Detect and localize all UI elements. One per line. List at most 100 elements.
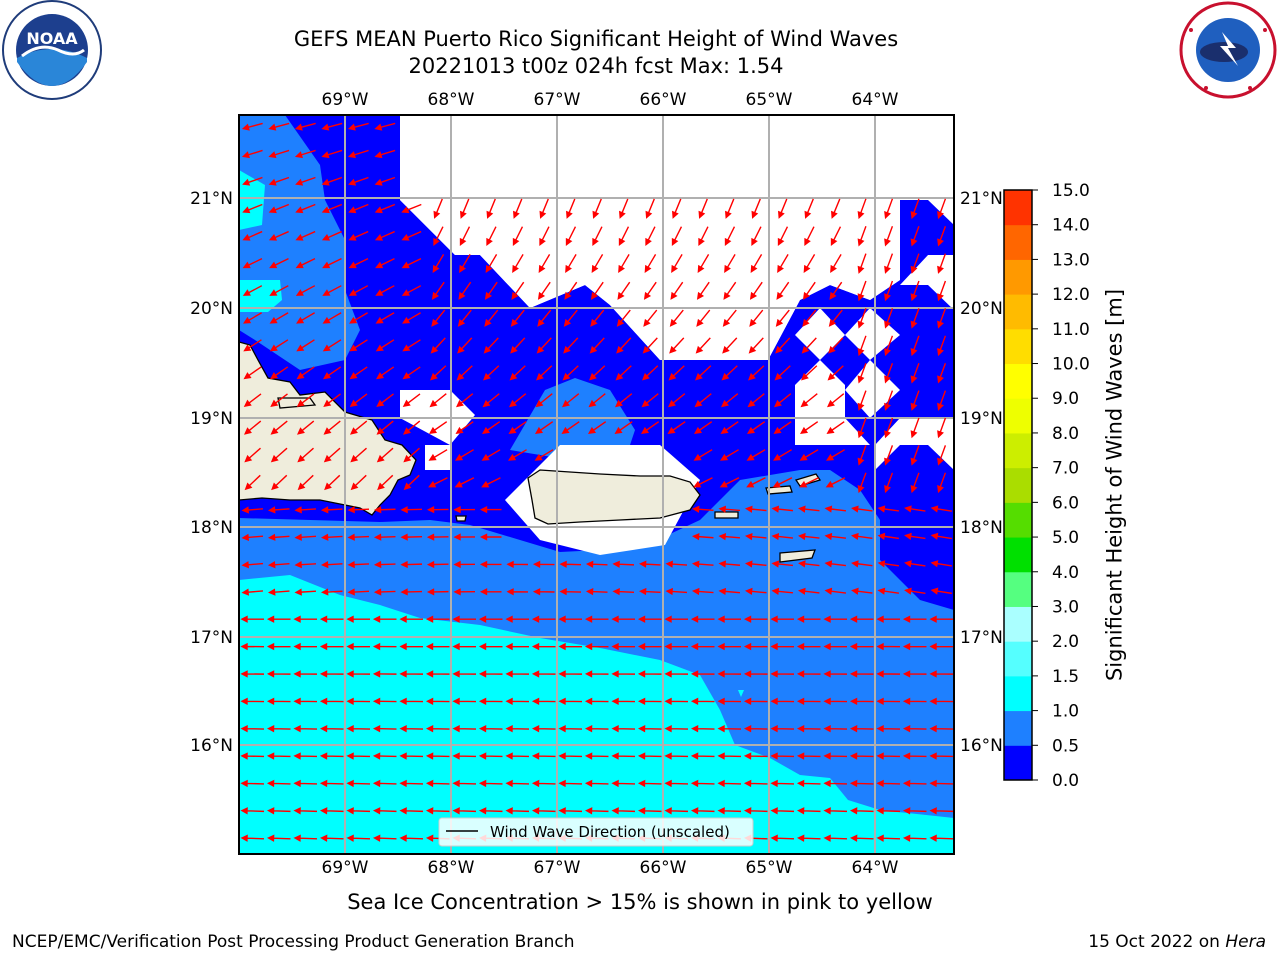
wind-wave-arrow xyxy=(696,281,710,300)
wind-wave-arrow xyxy=(321,176,343,186)
colorbar-segment xyxy=(1004,259,1032,295)
wind-wave-arrow xyxy=(777,254,789,273)
wind-wave-arrow xyxy=(505,615,530,623)
wind-wave-arrow xyxy=(771,532,794,541)
wind-wave-arrow xyxy=(590,281,604,300)
wind-wave-arrow xyxy=(425,807,450,815)
wind-wave-arrow xyxy=(910,472,920,494)
wind-wave-arrow xyxy=(876,779,901,788)
graticule xyxy=(239,115,954,854)
map-legend: Wind Wave Direction (unscaled) xyxy=(438,817,754,847)
wind-wave-arrow xyxy=(425,697,450,705)
wind-wave-arrow xyxy=(319,779,344,788)
wind-wave-arrow xyxy=(902,725,927,733)
wind-wave-arrow xyxy=(693,449,713,461)
wind-wave-arrow xyxy=(509,365,526,381)
wind-wave-arrow xyxy=(531,779,556,788)
wind-wave-arrow xyxy=(319,642,344,651)
wind-wave-arrow xyxy=(431,281,445,300)
wind-wave-arrow xyxy=(531,752,556,760)
wind-wave-arrow xyxy=(695,337,711,354)
wind-wave-arrow xyxy=(857,472,867,494)
wind-wave-arrow xyxy=(937,417,947,439)
wind-wave-arrow xyxy=(719,477,740,488)
lon-label-bottom: 64°W xyxy=(852,858,899,878)
wind-wave-arrow xyxy=(743,779,768,788)
wind-wave-arrow xyxy=(930,505,952,513)
wind-wave-arrow xyxy=(698,198,708,219)
wind-wave-arrow xyxy=(823,697,848,705)
wind-wave-arrow xyxy=(611,642,636,651)
wind-wave-arrow xyxy=(668,365,685,381)
wind-wave-arrow xyxy=(452,615,477,623)
wind-wave-arrow xyxy=(506,588,529,596)
wind-wave-arrow xyxy=(802,309,817,327)
wind-wave-arrow xyxy=(349,339,368,352)
wind-wave-arrow xyxy=(770,642,795,651)
wind-wave-arrow xyxy=(831,198,841,219)
wind-wave-arrow xyxy=(618,254,630,273)
wind-wave-arrow xyxy=(770,834,795,842)
wind-wave-arrow xyxy=(930,560,952,568)
wind-wave-arrow xyxy=(566,198,576,219)
wind-wave-arrow xyxy=(479,533,502,541)
wind-wave-arrow xyxy=(505,725,530,733)
colorbar-tick-label: 11.0 xyxy=(1052,320,1090,340)
wind-wave-arrow xyxy=(592,198,602,219)
wind-wave-arrow xyxy=(591,254,604,273)
wind-wave-arrow xyxy=(347,149,369,159)
wind-wave-arrow xyxy=(877,587,900,595)
wind-wave-arrow xyxy=(347,533,370,541)
wind-wave-arrow xyxy=(372,697,397,705)
wind-wave-arrow xyxy=(611,807,636,815)
wind-wave-arrow xyxy=(929,697,954,705)
wind-wave-arrow xyxy=(638,560,661,568)
wind-wave-arrow xyxy=(319,807,344,815)
wind-wave-arrow xyxy=(375,366,395,380)
wind-wave-arrow xyxy=(452,670,477,678)
wind-wave-arrow xyxy=(884,198,894,220)
wind-wave-arrow xyxy=(510,309,525,327)
wind-wave-arrow xyxy=(452,725,477,733)
wind-wave-arrow xyxy=(240,834,265,842)
wind-wave-arrow xyxy=(851,505,873,513)
wind-wave-arrow xyxy=(482,421,501,434)
wind-wave-arrow xyxy=(823,779,848,788)
wind-wave-arrow xyxy=(428,449,448,461)
wind-wave-arrow xyxy=(775,337,791,354)
wind-wave-arrow xyxy=(403,447,420,463)
wind-wave-arrow xyxy=(798,560,820,568)
wind-wave-arrow xyxy=(770,807,795,815)
wind-wave-arrow xyxy=(722,309,737,327)
wind-wave-arrow xyxy=(347,122,369,131)
wind-wave-arrow xyxy=(698,226,709,246)
wind-wave-arrow xyxy=(937,225,947,247)
colorbar-tick-label: 15.0 xyxy=(1052,181,1090,201)
wind-wave-arrow xyxy=(643,309,658,327)
lat-label-right: 17°N xyxy=(960,628,1003,648)
wind-wave-arrow xyxy=(750,254,763,273)
wind-wave-arrow xyxy=(589,337,605,354)
wind-wave-arrow xyxy=(401,203,422,214)
colorbar-tick-label: 13.0 xyxy=(1052,250,1090,270)
wind-wave-arrow xyxy=(799,477,819,488)
wind-wave-arrow xyxy=(884,335,894,357)
wind-wave-arrow xyxy=(532,588,555,596)
wind-wave-arrow xyxy=(505,779,530,788)
wind-wave-arrow xyxy=(558,779,583,788)
sea-ice-note: Sea Ice Concentration > 15% is shown in … xyxy=(347,890,933,914)
wind-wave-arrow xyxy=(720,449,739,461)
wind-wave-arrow xyxy=(539,226,550,246)
wind-wave-arrow xyxy=(717,807,742,815)
wind-wave-arrow xyxy=(691,533,714,541)
puerto-rico xyxy=(527,469,701,525)
wind-wave-arrow xyxy=(535,393,553,408)
colorbar-segment xyxy=(1004,190,1032,226)
wind-wave-arrow xyxy=(319,670,344,678)
wind-wave-arrow xyxy=(929,779,954,788)
wind-wave-arrow xyxy=(611,752,636,760)
wind-wave-arrow xyxy=(718,587,741,596)
wind-wave-arrow xyxy=(241,149,263,159)
wind-wave-arrow xyxy=(372,725,397,733)
wind-wave-arrow xyxy=(486,226,497,246)
